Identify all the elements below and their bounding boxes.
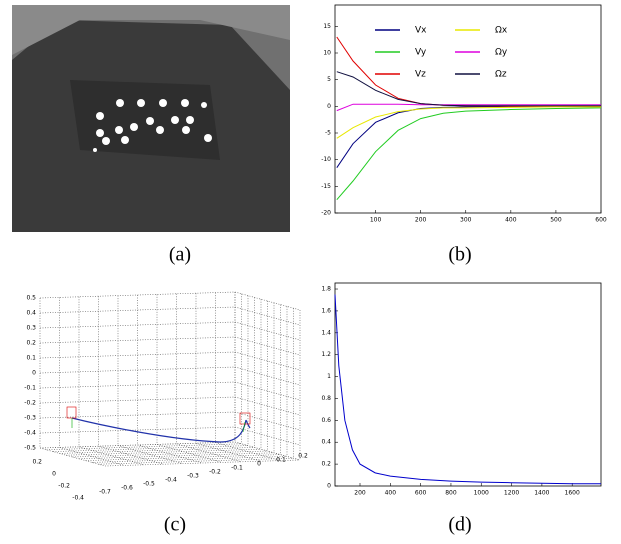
y-tick-label: 0.4 xyxy=(321,439,331,446)
x-tick-label: 400 xyxy=(505,217,517,224)
grid-line xyxy=(78,452,275,460)
y-tick-label: 0.2 xyxy=(32,459,42,466)
grid-line xyxy=(104,459,301,467)
y-tick-label: -0.4 xyxy=(72,495,84,502)
z-tick-label: -0.1 xyxy=(24,385,36,392)
x-tick-label: 0.1 xyxy=(276,457,286,464)
y-tick-label: 5 xyxy=(327,76,331,83)
z-tick-label: -0.5 xyxy=(24,445,36,452)
y-tick-label: -20 xyxy=(321,210,331,217)
y-tick-label: 10 xyxy=(323,50,331,57)
y-tick-label: 1 xyxy=(327,373,331,380)
series-line xyxy=(334,294,601,485)
y-tick-label: 0.2 xyxy=(321,461,331,468)
x-tick-label: 200 xyxy=(415,217,427,224)
x-tick-label: -0.7 xyxy=(99,489,111,496)
y-tick-label: 0.6 xyxy=(321,417,331,424)
y-tick-label: -10 xyxy=(321,156,331,163)
x-tick-label: 500 xyxy=(550,217,562,224)
grid-line xyxy=(85,454,281,461)
x-tick-label: 200 xyxy=(354,490,366,497)
y-tick-label: -15 xyxy=(321,183,331,190)
x-tick-label: -0.2 xyxy=(209,469,221,476)
trajectory-3d-plot xyxy=(39,291,301,467)
x-tick-label: 600 xyxy=(595,217,607,224)
grid-line xyxy=(39,396,236,404)
x-tick-label: -0.3 xyxy=(187,473,199,480)
series-line xyxy=(336,107,602,200)
caption: (d) xyxy=(448,514,471,536)
x-tick-label: 0 xyxy=(257,461,261,468)
y-tick-label: 15 xyxy=(323,23,331,30)
series-line xyxy=(336,106,601,139)
series-line xyxy=(336,36,601,107)
y-tick-label: -5 xyxy=(325,130,331,137)
y-tick-label: 1.4 xyxy=(321,329,331,336)
z-tick-label: 0.4 xyxy=(26,310,36,317)
grid-line xyxy=(39,426,236,434)
z-tick-label: 0.5 xyxy=(26,295,36,302)
grid-line xyxy=(46,443,242,451)
legend-label: Ωz xyxy=(495,70,507,80)
x-tick-label: -0.4 xyxy=(165,477,177,484)
grid-line xyxy=(98,457,294,465)
x-tick-label: -0.1 xyxy=(231,465,243,472)
z-tick-label: 0 xyxy=(32,370,36,377)
grid-line xyxy=(39,366,236,374)
legend-label: Vx xyxy=(415,26,427,36)
y-tick-label: 0 xyxy=(52,471,56,478)
plot-frame xyxy=(334,282,602,487)
y-tick-label: 1.8 xyxy=(321,286,331,293)
z-tick-label: 0.1 xyxy=(26,355,36,362)
camera-end xyxy=(239,412,251,425)
y-tick-label: 0.8 xyxy=(321,395,331,402)
series-line xyxy=(336,71,601,107)
x-tick-label: 300 xyxy=(460,217,472,224)
x-tick-label: 1000 xyxy=(474,490,489,497)
caption: (a) xyxy=(169,244,191,266)
x-tick-label: 600 xyxy=(415,490,427,497)
y-tick-label: 0 xyxy=(327,103,331,110)
x-tick-label: 800 xyxy=(445,490,457,497)
legend-label: Ωy xyxy=(495,48,508,58)
x-tick-label: 1200 xyxy=(504,490,519,497)
photo xyxy=(12,5,290,232)
legend-label: Ωx xyxy=(495,26,508,36)
trajectory xyxy=(71,417,251,443)
grid-line xyxy=(39,381,236,389)
z-tick-label: -0.3 xyxy=(24,415,36,422)
grid-line xyxy=(91,456,288,463)
series-line xyxy=(336,105,601,168)
x-tick-label: 100 xyxy=(370,217,382,224)
y-tick-label: 1.2 xyxy=(321,351,331,358)
x-tick-label: 400 xyxy=(385,490,397,497)
x-tick-label: 0.2 xyxy=(298,453,308,460)
plot-frame xyxy=(334,4,602,214)
x-tick-label: 1600 xyxy=(565,490,580,497)
z-tick-label: -0.2 xyxy=(24,400,36,407)
y-tick-label: 1.6 xyxy=(321,307,331,314)
x-tick-label: -0.6 xyxy=(121,485,133,492)
axis-marker xyxy=(242,421,246,433)
z-tick-label: 0.2 xyxy=(26,340,36,347)
caption: (b) xyxy=(448,244,471,266)
z-tick-label: 0.3 xyxy=(26,325,36,332)
x-tick-label: -0.5 xyxy=(143,481,155,488)
y-tick-label: -0.2 xyxy=(58,483,70,490)
grid-line xyxy=(65,448,262,456)
grid-line xyxy=(39,411,236,419)
z-tick-label: -0.4 xyxy=(24,430,36,437)
grid-line xyxy=(72,450,268,458)
x-tick-label: 1400 xyxy=(534,490,549,497)
caption: (c) xyxy=(164,514,186,536)
legend-label: Vz xyxy=(415,70,426,80)
camera-start xyxy=(66,406,77,419)
y-tick-label: 0 xyxy=(327,483,331,490)
legend-label: Vy xyxy=(415,48,427,58)
grid-line xyxy=(39,441,236,449)
